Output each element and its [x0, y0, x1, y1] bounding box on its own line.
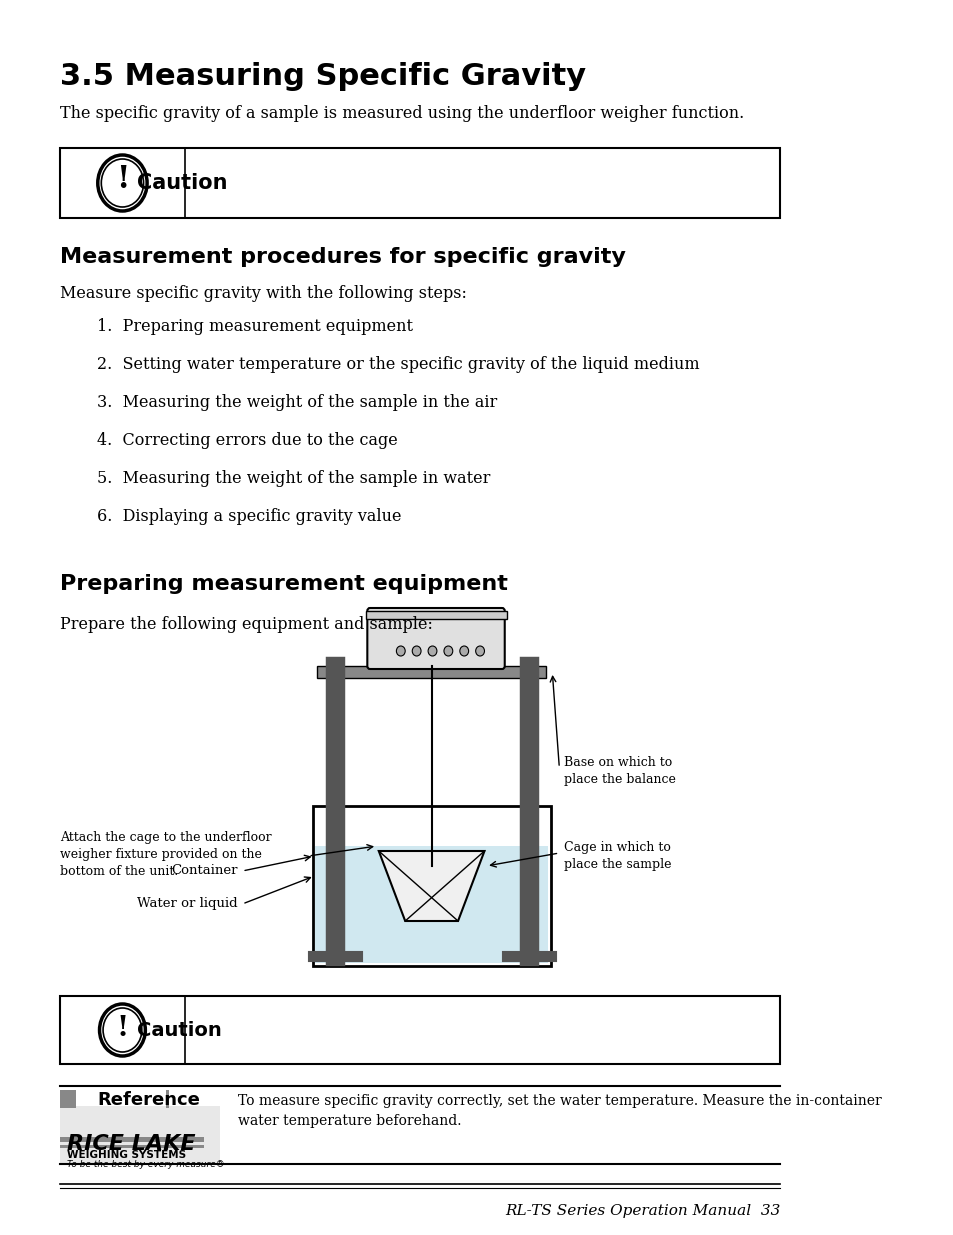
Text: 4.  Correcting errors due to the cage: 4. Correcting errors due to the cage — [97, 432, 397, 450]
FancyBboxPatch shape — [367, 608, 504, 669]
Circle shape — [396, 646, 405, 656]
Text: 2.  Setting water temperature or the specific gravity of the liquid medium: 2. Setting water temperature or the spec… — [97, 356, 699, 373]
Text: Caution: Caution — [136, 1020, 221, 1040]
Text: RICE LAKE: RICE LAKE — [67, 1134, 195, 1153]
Circle shape — [428, 646, 436, 656]
Bar — [60, 1145, 204, 1149]
Text: To measure specific gravity correctly, set the water temperature. Measure the in: To measure specific gravity correctly, s… — [237, 1094, 881, 1128]
Text: 3.5 Measuring Specific Gravity: 3.5 Measuring Specific Gravity — [60, 62, 585, 91]
Bar — [365, 611, 506, 619]
Bar — [315, 846, 547, 963]
Bar — [316, 666, 545, 678]
Text: Caution: Caution — [136, 173, 227, 193]
Bar — [60, 1107, 220, 1165]
Text: 6.  Displaying a specific gravity value: 6. Displaying a specific gravity value — [97, 508, 401, 525]
Text: RL-TS Series Operation Manual  33: RL-TS Series Operation Manual 33 — [504, 1204, 780, 1218]
Circle shape — [459, 646, 468, 656]
Text: The specific gravity of a sample is measured using the underfloor weigher functi: The specific gravity of a sample is meas… — [60, 105, 743, 122]
Text: Measure specific gravity with the following steps:: Measure specific gravity with the follow… — [60, 285, 466, 303]
Text: To be the best by every measure®: To be the best by every measure® — [67, 1160, 225, 1170]
Polygon shape — [378, 851, 484, 921]
Bar — [166, 1091, 169, 1108]
Text: Container: Container — [172, 864, 237, 878]
Text: 5.  Measuring the weight of the sample in water: 5. Measuring the weight of the sample in… — [97, 471, 490, 487]
Text: Cage in which to
place the sample: Cage in which to place the sample — [563, 841, 671, 871]
Circle shape — [412, 646, 420, 656]
Bar — [60, 1091, 75, 1108]
Text: Measurement procedures for specific gravity: Measurement procedures for specific grav… — [60, 247, 625, 267]
Text: !: ! — [115, 164, 129, 195]
Text: Attach the cage to the underfloor
weigher fixture provided on the
bottom of the : Attach the cage to the underfloor weighe… — [60, 831, 272, 878]
Bar — [313, 806, 550, 966]
Text: 1.  Preparing measurement equipment: 1. Preparing measurement equipment — [97, 317, 413, 335]
Text: !: ! — [116, 1014, 129, 1041]
Circle shape — [476, 646, 484, 656]
Text: Reference: Reference — [97, 1091, 199, 1109]
Text: Preparing measurement equipment: Preparing measurement equipment — [60, 574, 507, 594]
Text: 3.  Measuring the weight of the sample in the air: 3. Measuring the weight of the sample in… — [97, 394, 497, 411]
Bar — [60, 1137, 204, 1142]
Text: Prepare the following equipment and sample:: Prepare the following equipment and samp… — [60, 616, 433, 634]
Text: WEIGHING SYSTEMS: WEIGHING SYSTEMS — [67, 1150, 186, 1160]
Text: Base on which to
place the balance: Base on which to place the balance — [563, 756, 675, 785]
Text: Water or liquid: Water or liquid — [137, 898, 237, 910]
Circle shape — [443, 646, 453, 656]
